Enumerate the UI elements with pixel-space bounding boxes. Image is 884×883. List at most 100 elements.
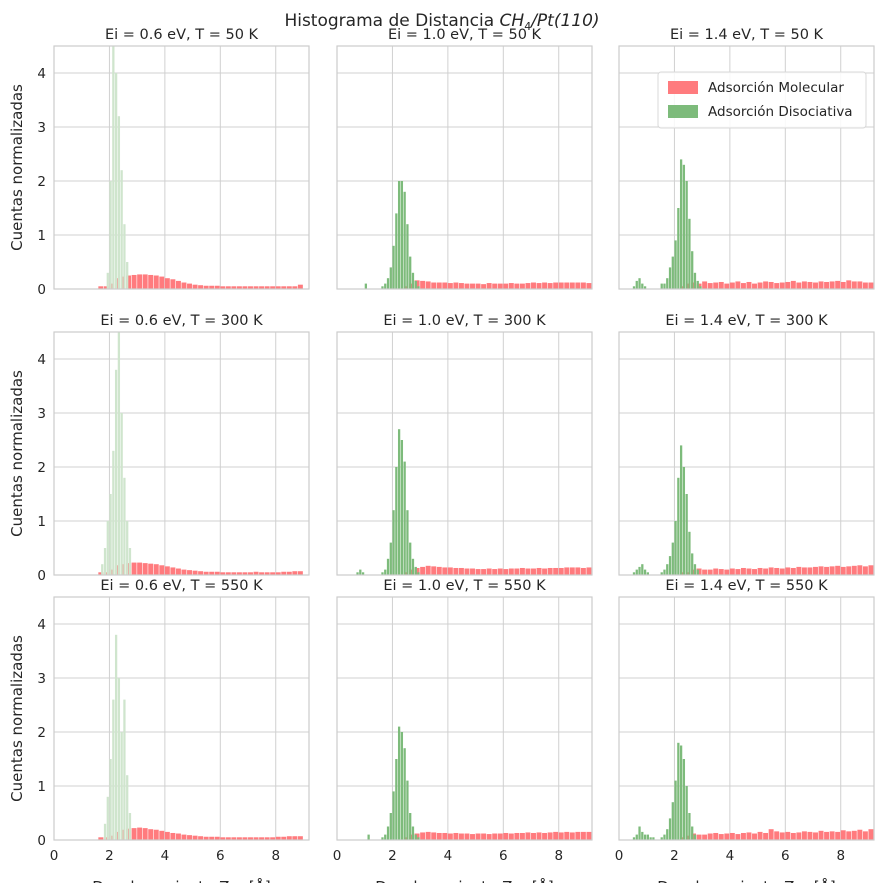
- bar-molecular: [297, 836, 303, 840]
- bar-molecular: [547, 832, 553, 840]
- y-tick-label: 3: [37, 406, 46, 422]
- legend-label: Adsorción Disociativa: [708, 104, 853, 120]
- bar-disociativa: [691, 553, 694, 575]
- bar-disociativa: [685, 181, 688, 289]
- bar-molecular: [264, 572, 270, 575]
- bar-molecular: [729, 568, 735, 575]
- bar-disociativa: [112, 450, 115, 575]
- bar-molecular: [220, 286, 226, 289]
- bar-disociativa: [666, 564, 669, 575]
- bar-disociativa: [643, 569, 647, 575]
- bar-molecular: [142, 563, 148, 575]
- bar-molecular: [148, 829, 154, 840]
- bar-disociativa: [112, 699, 115, 840]
- bar-disociativa: [397, 429, 401, 575]
- bar-molecular: [187, 835, 192, 840]
- bar-disociativa: [671, 256, 674, 289]
- bar-molecular: [851, 565, 857, 575]
- bar-disociativa: [389, 267, 392, 289]
- bar-molecular: [431, 566, 437, 575]
- bar-molecular: [137, 274, 143, 289]
- bar-molecular: [231, 572, 237, 575]
- bar-disociativa: [114, 634, 118, 840]
- bar-disociativa: [632, 286, 636, 289]
- bar-molecular: [724, 283, 730, 289]
- bar-disociativa: [386, 826, 390, 840]
- bar-molecular: [98, 572, 104, 575]
- bar-molecular: [120, 564, 126, 575]
- bar-molecular: [458, 833, 464, 840]
- bar-disociativa: [411, 272, 415, 289]
- bar-molecular: [470, 834, 475, 840]
- bar-molecular: [170, 567, 176, 575]
- bar-disociativa: [106, 521, 109, 575]
- bar-molecular: [264, 286, 270, 289]
- bar-disociativa: [638, 826, 641, 840]
- bar-molecular: [718, 281, 724, 289]
- bar-disociativa: [417, 572, 420, 575]
- bar-molecular: [558, 832, 564, 840]
- axes-frame: [618, 45, 875, 290]
- bar-molecular: [542, 568, 548, 575]
- bar-disociativa: [641, 831, 644, 840]
- bar-molecular: [691, 569, 697, 575]
- bar-molecular: [857, 829, 863, 840]
- bar-molecular: [442, 832, 448, 840]
- bar-molecular: [763, 281, 769, 289]
- bar-molecular: [114, 278, 120, 289]
- bar-molecular: [420, 566, 426, 575]
- axes-frame: [336, 596, 593, 841]
- bar-molecular: [713, 568, 719, 575]
- bar-disociativa: [397, 181, 401, 289]
- bar-disociativa: [696, 280, 699, 289]
- bar-disociativa: [660, 837, 663, 840]
- bar-molecular: [768, 829, 774, 840]
- bar-disociativa: [101, 564, 104, 575]
- bar-disociativa: [682, 467, 686, 575]
- bar-molecular: [242, 286, 248, 289]
- bar-disociativa: [668, 267, 672, 289]
- bar-molecular: [553, 282, 559, 289]
- bar-molecular: [275, 572, 281, 575]
- bar-disociativa: [679, 159, 683, 289]
- bar-molecular: [492, 569, 498, 575]
- legend-box: [657, 71, 867, 129]
- bar-disociativa: [395, 759, 398, 840]
- bar-molecular: [790, 280, 796, 289]
- bar-molecular: [569, 282, 575, 289]
- bar-molecular: [103, 837, 109, 840]
- bar-molecular: [779, 832, 785, 840]
- bar-molecular: [270, 286, 276, 289]
- bar-molecular: [735, 834, 741, 840]
- bar-molecular: [575, 831, 581, 840]
- bar-molecular: [740, 832, 746, 840]
- bar-molecular: [752, 569, 757, 575]
- bar-disociativa: [406, 224, 409, 289]
- bar-molecular: [275, 286, 281, 289]
- legend-label: Adsorción Molecular: [708, 80, 844, 96]
- bar-molecular: [757, 282, 763, 289]
- bar-molecular: [420, 832, 426, 840]
- bar-molecular: [414, 280, 420, 289]
- bar-molecular: [286, 836, 292, 840]
- bar-molecular: [679, 837, 685, 840]
- bar-molecular: [840, 830, 846, 840]
- bar-molecular: [691, 833, 697, 840]
- y-tick-label: 3: [37, 120, 46, 136]
- axes-frame: [53, 45, 310, 290]
- bar-disociativa: [120, 732, 123, 840]
- axes-frame: [53, 331, 310, 576]
- panel-title: Ei = 1.0 eV, T = 550 K: [383, 578, 546, 594]
- bar-molecular: [214, 836, 220, 840]
- bar-molecular: [763, 832, 769, 840]
- bar-molecular: [713, 832, 719, 840]
- bar-disociativa: [403, 461, 406, 575]
- bar-molecular: [774, 567, 780, 575]
- bar-disociativa: [384, 834, 387, 840]
- bar-molecular: [763, 568, 769, 575]
- x-tick-label: 0: [50, 848, 59, 864]
- bar-molecular: [519, 567, 525, 575]
- panel-8: Ei = 1.0 eV, T = 550 K 0 2 4 6 8 Desplazamient…: [333, 578, 593, 883]
- bar-molecular: [813, 282, 818, 289]
- bar-molecular: [580, 831, 586, 840]
